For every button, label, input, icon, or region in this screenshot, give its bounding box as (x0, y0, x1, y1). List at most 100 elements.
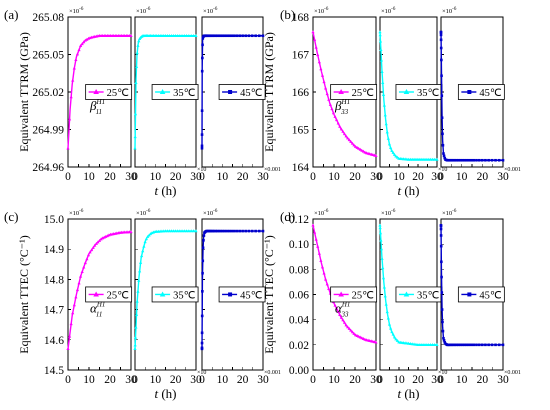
data-point (148, 232, 153, 236)
data-point (475, 158, 478, 162)
data-point (383, 113, 387, 117)
y-tick-label: 14.8 (44, 274, 64, 286)
legend-marker (403, 89, 410, 94)
data-point (244, 34, 247, 38)
data-point (455, 343, 458, 347)
data-point (232, 229, 236, 233)
data-point (355, 145, 359, 149)
y-exponent-base: ×10 (69, 8, 79, 15)
y-tick-label: 15.0 (44, 214, 64, 226)
data-point (435, 343, 439, 347)
data-point (350, 141, 354, 145)
chart-panel-1: (a)Equivalent TTRM (GPa)264.96264.99265.… (4, 7, 281, 198)
annotation-symbol: α (335, 301, 343, 316)
panel-label: (a) (4, 7, 18, 22)
annotation-superscript: H1 (341, 98, 351, 106)
data-point (201, 37, 205, 40)
y-tick-label: 0.06 (289, 290, 309, 302)
legend-marker (93, 89, 99, 94)
data-point (439, 227, 443, 231)
data-point (96, 240, 100, 244)
data-point (200, 341, 204, 345)
data-point (490, 343, 494, 347)
data-point (191, 33, 196, 37)
data-point (392, 152, 397, 156)
y-exponent-power: -6 (146, 209, 151, 214)
y-exponent-label: ×10-6 (442, 209, 457, 217)
y-exponent-label: ×10-6 (442, 7, 457, 15)
x-tick-label: 20 (104, 374, 116, 386)
y-exponent-label: ×10-6 (136, 7, 151, 15)
data-point (469, 343, 473, 347)
legend-45C: 45℃ (218, 84, 266, 100)
data-point (241, 229, 244, 233)
data-point (241, 34, 244, 38)
data-point (135, 51, 139, 55)
x-tick-label: 20 (237, 171, 249, 183)
data-point (478, 343, 481, 347)
y-exponent-label: ×10-6 (69, 7, 84, 15)
data-point (392, 335, 397, 339)
data-point (225, 229, 229, 233)
data-point (317, 251, 321, 255)
x-tick-label: 0 (310, 374, 316, 386)
annotation-subscript: 11 (96, 311, 102, 319)
x-tick-label: 30 (190, 374, 202, 386)
data-point (433, 157, 437, 161)
data-point (83, 38, 87, 42)
data-point (327, 287, 331, 291)
data-point (439, 38, 443, 42)
x-tick-label: 20 (104, 171, 116, 183)
data-point (320, 73, 325, 77)
y-exponent-label: ×10-6 (381, 209, 396, 217)
x-offset-label: ×10 (197, 167, 206, 173)
data-point (333, 114, 337, 118)
data-point (322, 80, 326, 84)
y-tick-label: 0.08 (289, 264, 309, 276)
data-point (344, 134, 348, 138)
data-point (381, 80, 385, 84)
data-point (134, 81, 138, 85)
data-point (442, 338, 446, 342)
data-point (189, 33, 193, 37)
data-point (187, 229, 191, 233)
data-point (433, 343, 437, 347)
x-axis-label-unit: (h) (158, 183, 176, 198)
data-point (426, 343, 430, 347)
data-point (352, 331, 356, 335)
series-markers-45C (200, 229, 265, 351)
data-point (180, 33, 184, 37)
data-point (389, 146, 393, 150)
data-point (341, 318, 345, 322)
y-exponent-label: ×10-6 (314, 7, 329, 15)
data-point (66, 146, 70, 150)
data-point (200, 346, 204, 350)
data-point (133, 347, 137, 351)
data-point (217, 229, 221, 233)
data-point (79, 43, 83, 47)
data-point (228, 34, 231, 38)
x-tick-label: 0 (310, 171, 316, 183)
data-point (382, 285, 386, 289)
data-point (228, 229, 231, 233)
legend-marker (338, 291, 344, 297)
series-markers-35C (378, 30, 439, 161)
data-point (225, 34, 229, 38)
data-point (217, 34, 221, 38)
data-point (440, 308, 444, 311)
data-point (440, 58, 443, 62)
data-point (319, 258, 323, 262)
data-point (141, 249, 145, 253)
series-markers-25C (311, 223, 378, 344)
x-tick-label: 10 (328, 374, 340, 386)
data-point (374, 340, 378, 344)
data-point (380, 256, 384, 260)
series-markers-35C (133, 33, 198, 150)
x-tick-label: 30 (370, 171, 382, 183)
legend-label: 45℃ (479, 88, 502, 99)
data-point (200, 331, 204, 335)
data-point (494, 158, 497, 162)
data-point (91, 245, 95, 249)
data-point (200, 146, 204, 150)
data-point (319, 67, 323, 71)
